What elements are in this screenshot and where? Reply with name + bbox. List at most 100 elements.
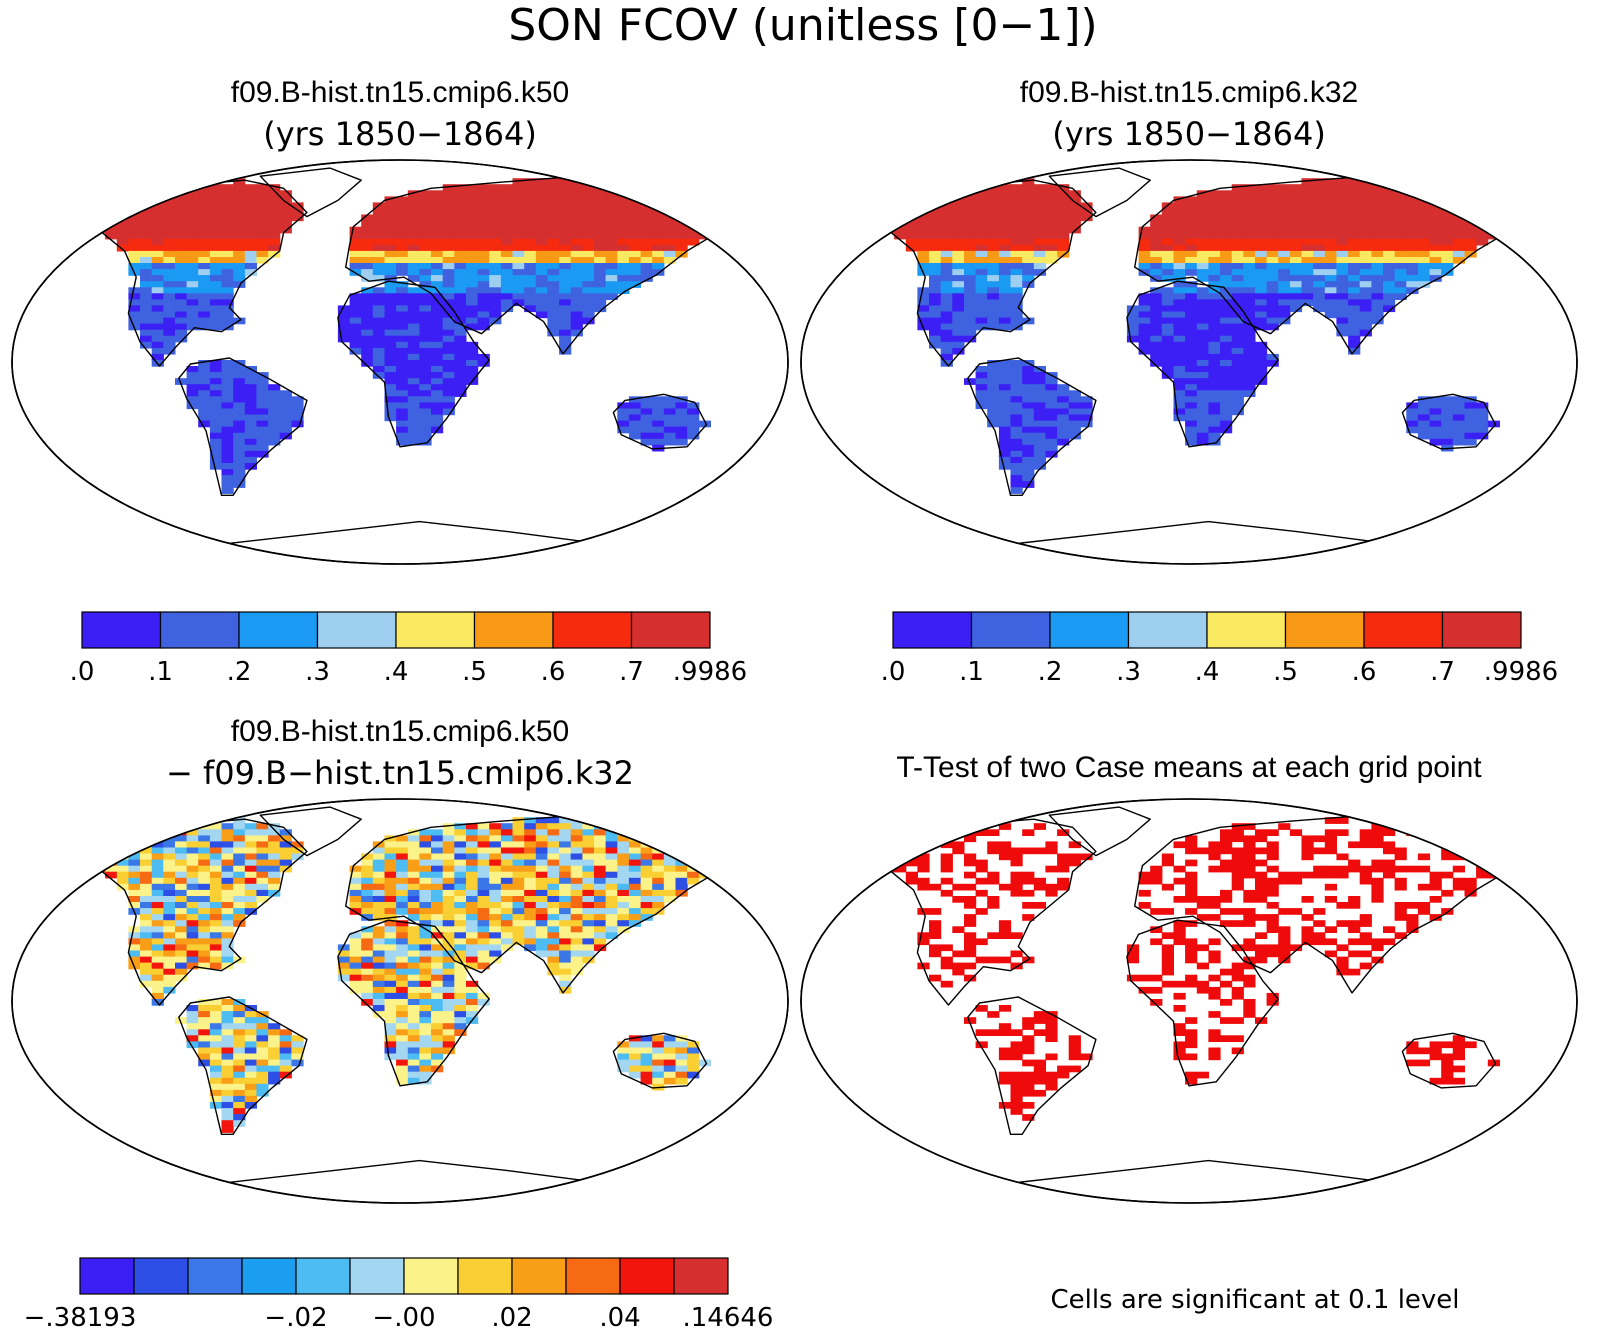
grid-cell bbox=[198, 402, 211, 410]
grid-cell bbox=[582, 950, 595, 958]
grid-cell bbox=[431, 950, 444, 958]
grid-cell bbox=[500, 305, 514, 313]
grid-cell bbox=[1022, 877, 1035, 885]
grid-cell bbox=[128, 950, 141, 958]
grid-cell bbox=[940, 287, 953, 294]
grid-cell bbox=[1417, 402, 1431, 410]
grid-cell bbox=[1208, 214, 1221, 222]
grid-cell bbox=[396, 968, 409, 976]
grid-cell bbox=[198, 390, 211, 397]
grid-cell bbox=[93, 208, 106, 216]
grid-cell bbox=[1255, 932, 1268, 939]
grid-cell bbox=[221, 317, 234, 325]
grid-cell bbox=[605, 190, 618, 197]
grid-cell bbox=[917, 865, 930, 873]
grid-cell bbox=[1313, 847, 1326, 855]
grid-cell bbox=[1010, 1053, 1023, 1061]
grid-cell bbox=[1255, 299, 1268, 307]
grid-cell bbox=[233, 257, 246, 264]
grid-cell bbox=[1045, 184, 1058, 191]
grid-cell bbox=[1301, 281, 1314, 288]
grid-cell bbox=[524, 889, 537, 897]
grid-cell bbox=[1441, 250, 1454, 258]
grid-cell bbox=[454, 263, 467, 270]
grid-cell bbox=[952, 202, 965, 210]
grid-cell bbox=[987, 299, 1000, 307]
grid-cell bbox=[151, 238, 164, 246]
grid-cell bbox=[466, 305, 479, 313]
grid-cell bbox=[512, 250, 525, 258]
grid-cell bbox=[1301, 190, 1314, 197]
grid-cell bbox=[175, 299, 188, 307]
grid-cell bbox=[1185, 372, 1198, 379]
grid-cell bbox=[1057, 408, 1070, 416]
grid-cell bbox=[1033, 402, 1046, 410]
grid-cell bbox=[1476, 408, 1489, 416]
grid-cell bbox=[407, 384, 420, 391]
grid-cell bbox=[570, 190, 583, 197]
grid-cell bbox=[361, 335, 374, 343]
grid-cell bbox=[1348, 335, 1361, 343]
grid-cell bbox=[975, 938, 988, 946]
coastline-greenland bbox=[259, 167, 362, 218]
grid-cell bbox=[1080, 402, 1093, 410]
grid-cell bbox=[1429, 190, 1442, 197]
grid-cell bbox=[1243, 847, 1256, 855]
grid-cell bbox=[710, 214, 723, 222]
grid-cell bbox=[1150, 974, 1163, 982]
grid-cell bbox=[163, 823, 176, 830]
grid-cell bbox=[396, 341, 409, 349]
grid-cell bbox=[1150, 999, 1163, 1006]
grid-cell bbox=[535, 859, 548, 867]
grid-cell bbox=[151, 317, 164, 325]
grid-cell bbox=[1359, 329, 1372, 337]
grid-cell bbox=[882, 220, 895, 228]
grid-cell bbox=[407, 871, 420, 879]
grid-cell bbox=[1045, 196, 1058, 204]
grid-cell bbox=[512, 889, 525, 897]
grid-cell bbox=[384, 232, 397, 240]
grid-cell bbox=[1476, 402, 1489, 410]
grid-cell bbox=[975, 1029, 988, 1036]
grid-cell bbox=[384, 293, 397, 300]
grid-cell bbox=[419, 1059, 432, 1067]
grid-cell bbox=[268, 184, 281, 191]
grid-cell bbox=[407, 244, 420, 252]
grid-cell bbox=[1231, 226, 1244, 234]
grid-cell bbox=[431, 1059, 444, 1067]
coastline-australia bbox=[1401, 1032, 1497, 1089]
grid-cell bbox=[1301, 914, 1314, 921]
grid-cell bbox=[372, 962, 385, 970]
grid-cell bbox=[256, 196, 269, 204]
grid-cell bbox=[594, 299, 607, 307]
grid-cell bbox=[477, 196, 490, 204]
grid-cell bbox=[454, 275, 467, 282]
grid-cell bbox=[547, 968, 560, 976]
grid-cell bbox=[268, 1065, 281, 1073]
grid-cell bbox=[675, 823, 688, 830]
grid-cell bbox=[1278, 293, 1291, 300]
grid-cell bbox=[477, 902, 490, 909]
grid-cell bbox=[987, 408, 1000, 416]
grid-cell bbox=[582, 305, 595, 313]
panel-diff: f09.B-hist.tn15.cmip6.k50 − f09.B−hist.t… bbox=[11, 715, 789, 1327]
grid-cell bbox=[256, 378, 269, 385]
grid-cell bbox=[361, 232, 374, 240]
grid-cell bbox=[524, 938, 537, 946]
grid-cell bbox=[407, 372, 420, 379]
grid-cell bbox=[524, 932, 537, 939]
grid-cell bbox=[1359, 914, 1372, 921]
grid-cell bbox=[1010, 1041, 1023, 1049]
grid-cell bbox=[1231, 986, 1244, 994]
grid-cell bbox=[396, 1023, 409, 1030]
grid-cell bbox=[628, 178, 642, 185]
grid-cell bbox=[1231, 865, 1244, 873]
grid-cell bbox=[1033, 1065, 1046, 1073]
grid-cell bbox=[1173, 841, 1186, 849]
grid-cell bbox=[1278, 226, 1291, 234]
grid-cell bbox=[1033, 463, 1046, 470]
grid-cell bbox=[1161, 263, 1174, 270]
grid-cell bbox=[442, 902, 455, 909]
grid-cell bbox=[221, 269, 234, 276]
grid-cell bbox=[454, 390, 467, 397]
